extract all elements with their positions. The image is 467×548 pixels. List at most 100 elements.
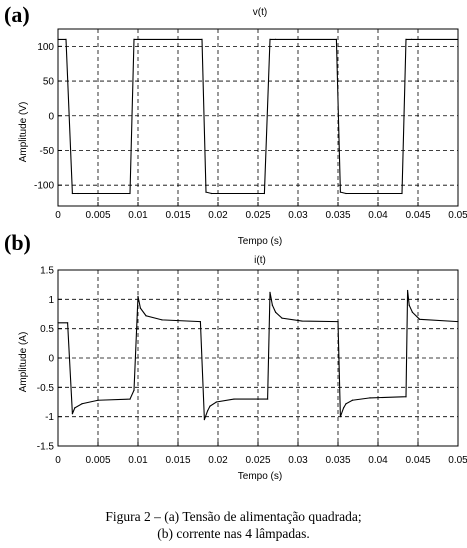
panel-a-xtick-label: 0.05 [448,210,467,221]
panel-a-data-point [77,192,79,195]
panel-a-data-point [71,192,73,195]
panel-b-xtick-label: 0.025 [245,455,270,466]
panel-a-ytick-label: 100 [37,42,54,53]
panel-b-data-point [199,321,201,323]
panel-b-data-point [275,311,277,313]
figure-caption: Figura 2 – (a) Tensão de alimentação qua… [0,508,467,542]
panel-a-data-point [133,38,135,41]
panel-a-series-line [58,38,458,195]
panel-a-ytick-label: -100 [34,181,54,192]
panel-b-xtick-label: 0.035 [325,455,350,466]
panel-b-data-point [161,319,163,321]
panel-a-xtick-label: 0 [55,210,61,221]
panel-b-data-point [343,407,345,409]
panel-b-ytick-label: 0.5 [40,324,54,335]
panel-b-xtick-label: 0.02 [208,455,228,466]
panel-a-data-point [275,38,277,41]
panel-a-xlabel: Tempo (s) [238,236,282,247]
panel-b-data-point [411,311,413,313]
panel-b-data-point [133,389,135,391]
panel-b-data-point [337,321,339,323]
panel-b-data-point [139,307,141,309]
panel-a-data-point [401,192,403,195]
panel-b-series-line [58,290,459,420]
panel-a-xtick-label: 0.015 [165,210,190,221]
caption-line-2: (b) corrente nas 4 lâmpadas. [157,526,310,541]
panel-a-ytick-label: 0 [48,111,54,122]
caption-line-1: Figura 2 – (a) Tensão de alimentação qua… [105,509,362,524]
panel-b-data-point [67,322,69,324]
panel-a-data-point [211,192,213,195]
panel-b-data-point [97,399,99,401]
panel-a-xtick-label: 0.03 [288,210,308,221]
panel-a-data-point [205,191,207,193]
panel-b-data-point [207,410,209,412]
panel-b-data-point [129,398,131,400]
panel-b-title: i(t) [254,255,266,266]
panel-b-data-point [407,289,409,292]
panel-a-ytick-label: -50 [40,146,55,157]
panel-a-data-point [129,192,131,195]
panel-b-ytick-label: -1.5 [37,442,55,453]
panel-a-data-point [345,192,347,195]
panel-b-data-point [215,401,217,403]
panel-a-data-point [411,38,413,41]
panel-b-xlabel: Tempo (s) [238,471,282,482]
panel-b-xtick-label: 0.005 [85,455,110,466]
panel-a-title: v(t) [253,7,267,18]
panel-b-data-point [301,320,303,322]
panel-b-data-point [137,295,139,297]
panel-b-data-point [271,304,273,306]
panel-b-data-point [74,407,76,409]
panel-b-data-point [405,396,407,398]
panel-b-xtick-label: 0 [55,455,61,466]
panel-b-xtick-label: 0.04 [368,455,388,466]
panel-b-xtick-label: 0.045 [405,455,430,466]
panel-b-data-point [71,413,73,415]
panel-b-data-point [339,416,341,418]
panel-b-ytick-label: 1.5 [40,266,54,277]
figure: (a) v(t) Tempo (s) Amplitude (V) 0 0.005 0… [4,2,467,482]
panel-a-xtick-label: 0.035 [325,210,350,221]
panel-b-data-point [145,315,147,317]
panel-a-axes-frame [57,28,459,207]
panel-b-ytick-label: -1 [45,412,54,423]
panel-b-data-point [81,403,83,405]
panel-b-ytick-label: 1 [48,295,54,306]
panel-a-xtick-label: 0.045 [405,210,430,221]
panel-a-data-point [139,38,141,41]
panel-b-data-point [351,399,353,401]
panel-a-data-point [335,38,337,41]
panel-a-data-point [339,191,341,193]
panel-a-ylabel: Amplitude (V) [18,102,29,163]
panel-a-data-point [65,38,67,41]
panel-b-data-point [281,317,283,319]
panel-b-xtick-label: 0.015 [165,455,190,466]
panel-a-xtick-label: 0.01 [128,210,148,221]
panel-a-data-point [269,38,271,41]
panel-b-data-point [209,405,211,407]
panel-a-ytick-label: 50 [43,77,55,88]
panel-b-xtick-label: 0.01 [128,455,148,466]
panel-a-xtick-label: 0.02 [208,210,228,221]
panel-b-data-point [269,291,271,293]
panel-b-data-point [345,403,347,405]
panel-b-label: (b) [4,230,31,255]
panel-b-data-point [233,398,235,400]
panel-b-ylabel: Amplitude (A) [18,332,29,393]
panel-b-xtick-label: 0.05 [448,455,467,466]
panel-b-data-point [267,398,269,400]
panel-a-data-point [263,192,265,195]
panel-b-data-point [408,304,410,306]
panel-b: (b) i(t) Tempo (s) Amplitude (A) 0 0.005 0… [4,230,467,482]
panel-a-xtick-label: 0.025 [245,210,270,221]
panel-a-xtick-label: 0.04 [368,210,388,221]
panel-a: (a) v(t) Tempo (s) Amplitude (V) 0 0.005 0… [4,2,467,247]
panel-b-data-point [203,419,205,421]
panel-b-data-point [369,397,371,399]
panel-a-label: (a) [4,2,30,27]
panel-a-xtick-label: 0.005 [85,210,110,221]
panel-a-data-point [405,38,407,41]
panel-b-data-point [419,318,421,320]
panel-b-ytick-label: -0.5 [37,383,55,394]
